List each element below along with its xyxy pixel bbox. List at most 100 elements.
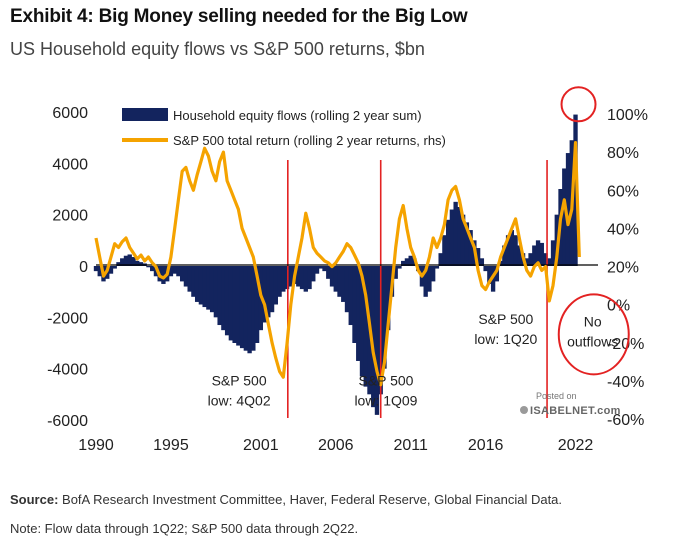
flow-bar [247,266,252,354]
flow-bar [187,266,192,292]
flow-bar [344,266,350,313]
flow-bar [386,266,391,331]
y-right-tick-label: 80% [607,145,639,162]
exhibit-title: Exhibit 4: Big Money selling needed for … [10,6,468,27]
chart-subtitle: US Household equity flows vs S&P 500 ret… [10,39,425,59]
x-tick-label: 2016 [468,437,504,454]
flow-bar [322,266,327,272]
legend-swatch-flows [122,108,168,121]
flow-bar [449,209,455,266]
flow-bar [198,266,204,305]
flow-bar [221,266,226,331]
flow-bar [213,266,219,318]
flow-bar [269,266,275,313]
flow-bar [550,240,556,266]
y-right-tick-label: 40% [607,221,639,238]
flow-bar [127,254,132,266]
legend-label-returns: S&P 500 total return (rolling 2 year ret… [173,133,446,148]
flow-bar [273,266,278,305]
watermark-posted: Posted on [536,391,577,401]
flow-bar [453,201,458,266]
flow-bar [131,257,136,266]
flow-bar [251,266,256,351]
flow-bar [341,266,346,302]
y-right-tick-label: 20% [607,260,639,277]
flow-bar [532,245,537,266]
flow-bar [116,262,121,266]
flow-bar [153,266,159,277]
flow-bar [502,245,507,266]
flow-bar [191,266,196,297]
flow-bar [382,266,387,369]
annotation-label: S&P 500 [358,372,413,388]
flow-bar [434,266,440,269]
flow-bar [168,266,174,277]
annotations: S&P 500 low: 4Q02 S&P 500 low: 1Q09 S&P 500 l… [208,86,630,408]
y-right-tick-label: -60% [607,412,644,429]
flow-bar [374,266,380,415]
flow-bar [135,260,140,266]
flow-bar [288,266,293,287]
flow-bar [307,266,312,290]
flow-bar [262,266,267,323]
flow-bar [311,266,316,282]
flow-bar [329,266,335,287]
flow-bar [236,266,241,346]
flow-bar [404,258,410,266]
annotation-label: S&P 500 [212,372,267,388]
flow-bar [206,266,211,310]
flow-bar [565,153,571,266]
x-tick-label: 2022 [558,437,594,454]
flow-bar [120,258,125,266]
flow-bar [299,266,305,290]
x-tick-label: 2011 [393,437,428,454]
y-right-tick-label: -40% [607,374,644,391]
flow-bar [356,266,361,361]
x-tick-label: 1995 [153,437,189,454]
flow-bar [408,255,413,266]
flow-bar [228,266,234,341]
annotation-label: low: 1Q20 [474,331,537,347]
watermark-logo-icon [520,406,528,414]
flow-bar [243,266,249,351]
flow-bar [179,266,185,282]
flow-bar [535,240,541,266]
flow-bar [352,266,357,343]
flow-bar [371,266,376,408]
flow-bar [547,258,552,266]
annotation-label: S&P 500 [478,311,533,327]
y-left-tick-label: -4000 [47,362,88,379]
annotation-label: outflows [567,333,618,349]
no-outflows-circle [557,293,630,376]
watermark: Posted on ISABELNET.com [520,391,621,417]
flow-bar [254,266,260,343]
flow-bar [430,266,436,282]
flow-bar [517,245,522,266]
flow-bar [239,266,245,349]
flow-bar [479,258,485,266]
flow-bar [337,266,342,297]
low-marker-lines [287,160,548,418]
flow-bar [498,260,503,266]
legend: Household equity flows (rolling 2 year s… [122,108,446,148]
flow-bar [202,266,207,308]
flow-bar [232,266,237,343]
flow-bar [543,253,548,266]
return-line-layer [94,141,581,387]
flow-bar [475,248,481,266]
flow-bar [348,266,353,326]
flow-bar [554,214,559,266]
flow-bar [359,266,365,377]
watermark-brand: ISABELNET.com [530,405,621,417]
flow-bar [397,266,402,269]
flow-bar [183,266,189,287]
flow-bar [539,242,544,266]
flow-bar [445,219,451,266]
flow-bar [483,266,488,272]
flow-bar [108,266,114,274]
legend-label-flows: Household equity flows (rolling 2 year s… [173,108,422,123]
flow-bar [494,266,500,282]
y-left-tick-label: -6000 [47,413,88,430]
flow-bar [172,266,177,274]
